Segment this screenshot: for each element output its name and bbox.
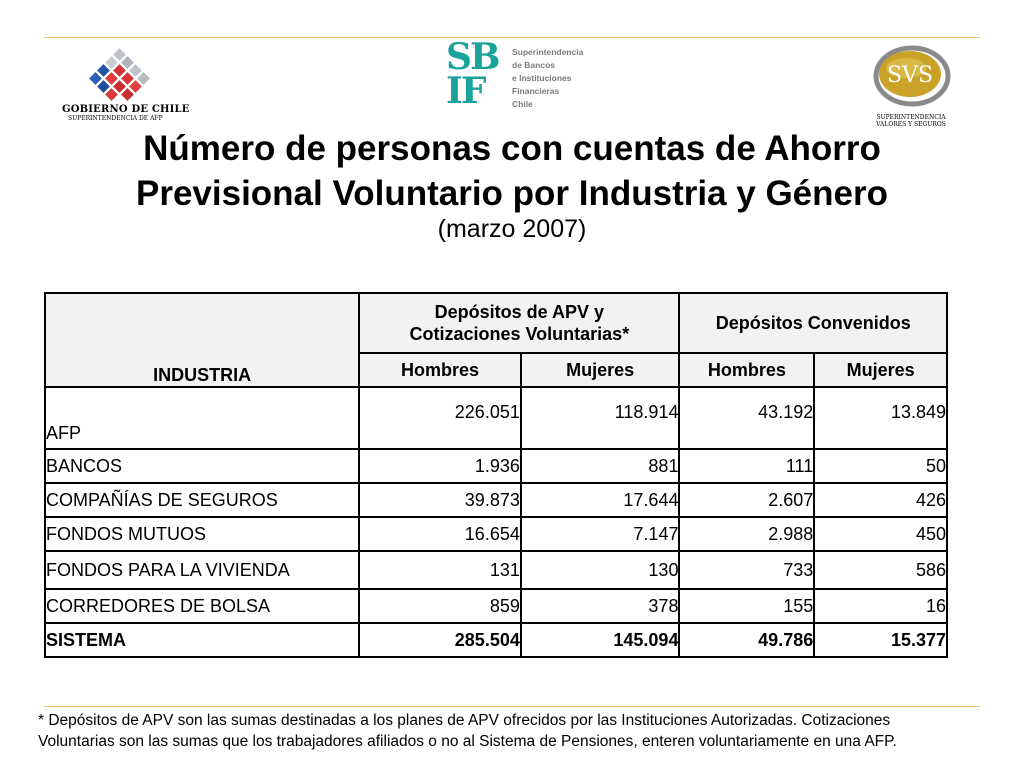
sbif-logo: SB IF Superintendencia de Bancos e Insti… (446, 39, 586, 120)
row-label: FONDOS PARA LA VIVIENDA (43, 550, 361, 590)
sbif-line: Superintendencia (512, 47, 584, 57)
row-label: COMPAÑÍAS DE SEGUROS (43, 482, 361, 518)
convenidos-group-header: Depósitos Convenidos (678, 292, 948, 354)
footnote-line-2: Voluntarias son las sumas que los trabaj… (38, 733, 897, 750)
svs-logo-subtext: VALORES Y SEGUROS (876, 121, 946, 128)
apv-group-header: Depósitos de APV y Cotizaciones Voluntar… (358, 292, 681, 354)
cell-value: 118.914 (519, 386, 681, 450)
apv-table: INDUSTRIA Depósitos de APV y Cotizacione… (43, 292, 948, 658)
svs-emblem-icon: SVS (873, 45, 951, 107)
cell-value: 2.607 (678, 482, 816, 518)
cell-value: 39.873 (358, 482, 522, 518)
cell-value: 881 (519, 448, 681, 484)
svs-mark-text: SVS (887, 63, 933, 88)
cell-value: 13.849 (813, 386, 948, 450)
bottom-divider (44, 706, 980, 707)
sbif-letters-bottom: IF (446, 70, 486, 112)
cell-value: 859 (358, 588, 522, 624)
table-subheader-row: Hombres Mujeres Hombres Mujeres (45, 352, 948, 388)
cell-value: 2.988 (678, 516, 816, 552)
footnote-line-1: * Depósitos de APV son las sumas destina… (38, 712, 891, 729)
cell-value: 733 (678, 550, 816, 590)
gobierno-emblem-icon (89, 48, 150, 101)
cell-value: 226.051 (358, 386, 522, 450)
cell-value: 50 (813, 448, 948, 484)
gobierno-logo-subtext: SUPERINTENDENCIA DE AFP (68, 115, 163, 122)
cell-value: 49.786 (678, 622, 816, 658)
cell-value: 43.192 (678, 386, 816, 450)
sbif-logo-mark: SB IF (446, 36, 500, 112)
cell-value: 111 (678, 448, 816, 484)
table-row: AFP 226.051 118.914 43.192 13.849 (43, 386, 948, 450)
cell-value: 15.377 (813, 622, 948, 658)
gobierno-de-chile-logo: GOBIERNO DE CHILE SUPERINTENDENCIA DE AF… (60, 44, 189, 122)
mujeres-apv-header: Mujeres (519, 352, 681, 388)
cell-value: 285.504 (358, 622, 522, 658)
row-label: SISTEMA (43, 622, 361, 658)
row-label: BANCOS (43, 448, 361, 484)
cell-value: 17.644 (519, 482, 681, 518)
table-row: FONDOS MUTUOS 16.654 7.147 2.988 450 (43, 516, 948, 552)
cell-value: 130 (519, 550, 681, 590)
row-label: FONDOS MUTUOS (43, 516, 361, 552)
mujeres-convenidos-header: Mujeres (813, 352, 948, 388)
sbif-letters-top: SB (446, 36, 500, 78)
table-total-row: SISTEMA 285.504 145.094 49.786 15.377 (43, 622, 948, 658)
hombres-convenidos-header: Hombres (678, 352, 816, 388)
cell-value: 131 (358, 550, 522, 590)
gobierno-logo-text: GOBIERNO DE CHILE (62, 104, 190, 115)
row-label: AFP (43, 386, 361, 450)
table-row: COMPAÑÍAS DE SEGUROS 39.873 17.644 2.607… (43, 482, 948, 518)
cell-value: 1.936 (358, 448, 522, 484)
page-subtitle: (marzo 2007) (437, 215, 587, 243)
table-row: CORREDORES DE BOLSA 859 378 155 16 (43, 588, 948, 624)
title-line-1: Número de personas con cuentas de Ahorro (143, 129, 881, 168)
cell-value: 450 (813, 516, 948, 552)
sbif-line: e Instituciones (512, 73, 572, 83)
cell-value: 7.147 (519, 516, 681, 552)
sbif-line: Chile (512, 99, 533, 109)
svs-logo: SVS SUPERINTENDENCIA VALORES Y SEGUROS (872, 44, 952, 130)
svs-logo-text: SUPERINTENDENCIA (876, 114, 946, 121)
table-header-row: INDUSTRIA Depósitos de APV y Cotizacione… (43, 292, 948, 388)
cell-value: 586 (813, 550, 948, 590)
sbif-line: Financieras (512, 86, 560, 96)
table-row: FONDOS PARA LA VIVIENDA 131 130 733 586 (43, 550, 948, 590)
title-line-2: Previsional Voluntario por Industria y G… (135, 174, 888, 213)
cell-value: 378 (519, 588, 681, 624)
cell-value: 16.654 (358, 516, 522, 552)
cell-value: 155 (678, 588, 816, 624)
apv-group-line-1: Depósitos de APV y (434, 302, 605, 322)
sbif-logo-text: Superintendencia de Bancos e Institucion… (512, 46, 583, 111)
sbif-line: de Bancos (512, 60, 555, 70)
industria-header: INDUSTRIA (43, 292, 361, 388)
footnote: * Depósitos de APV son las sumas destina… (38, 710, 988, 752)
hombres-apv-header: Hombres (358, 352, 522, 388)
row-label: CORREDORES DE BOLSA (43, 588, 361, 624)
table-row: BANCOS 1.936 881 111 50 (43, 448, 948, 484)
apv-group-line-2: Cotizaciones Voluntarias* (409, 324, 630, 344)
page-title: Número de personas con cuentas de Ahorro… (0, 126, 1024, 216)
cell-value: 145.094 (519, 622, 681, 658)
cell-value: 426 (813, 482, 948, 518)
cell-value: 16 (813, 588, 948, 624)
top-divider (44, 37, 980, 38)
